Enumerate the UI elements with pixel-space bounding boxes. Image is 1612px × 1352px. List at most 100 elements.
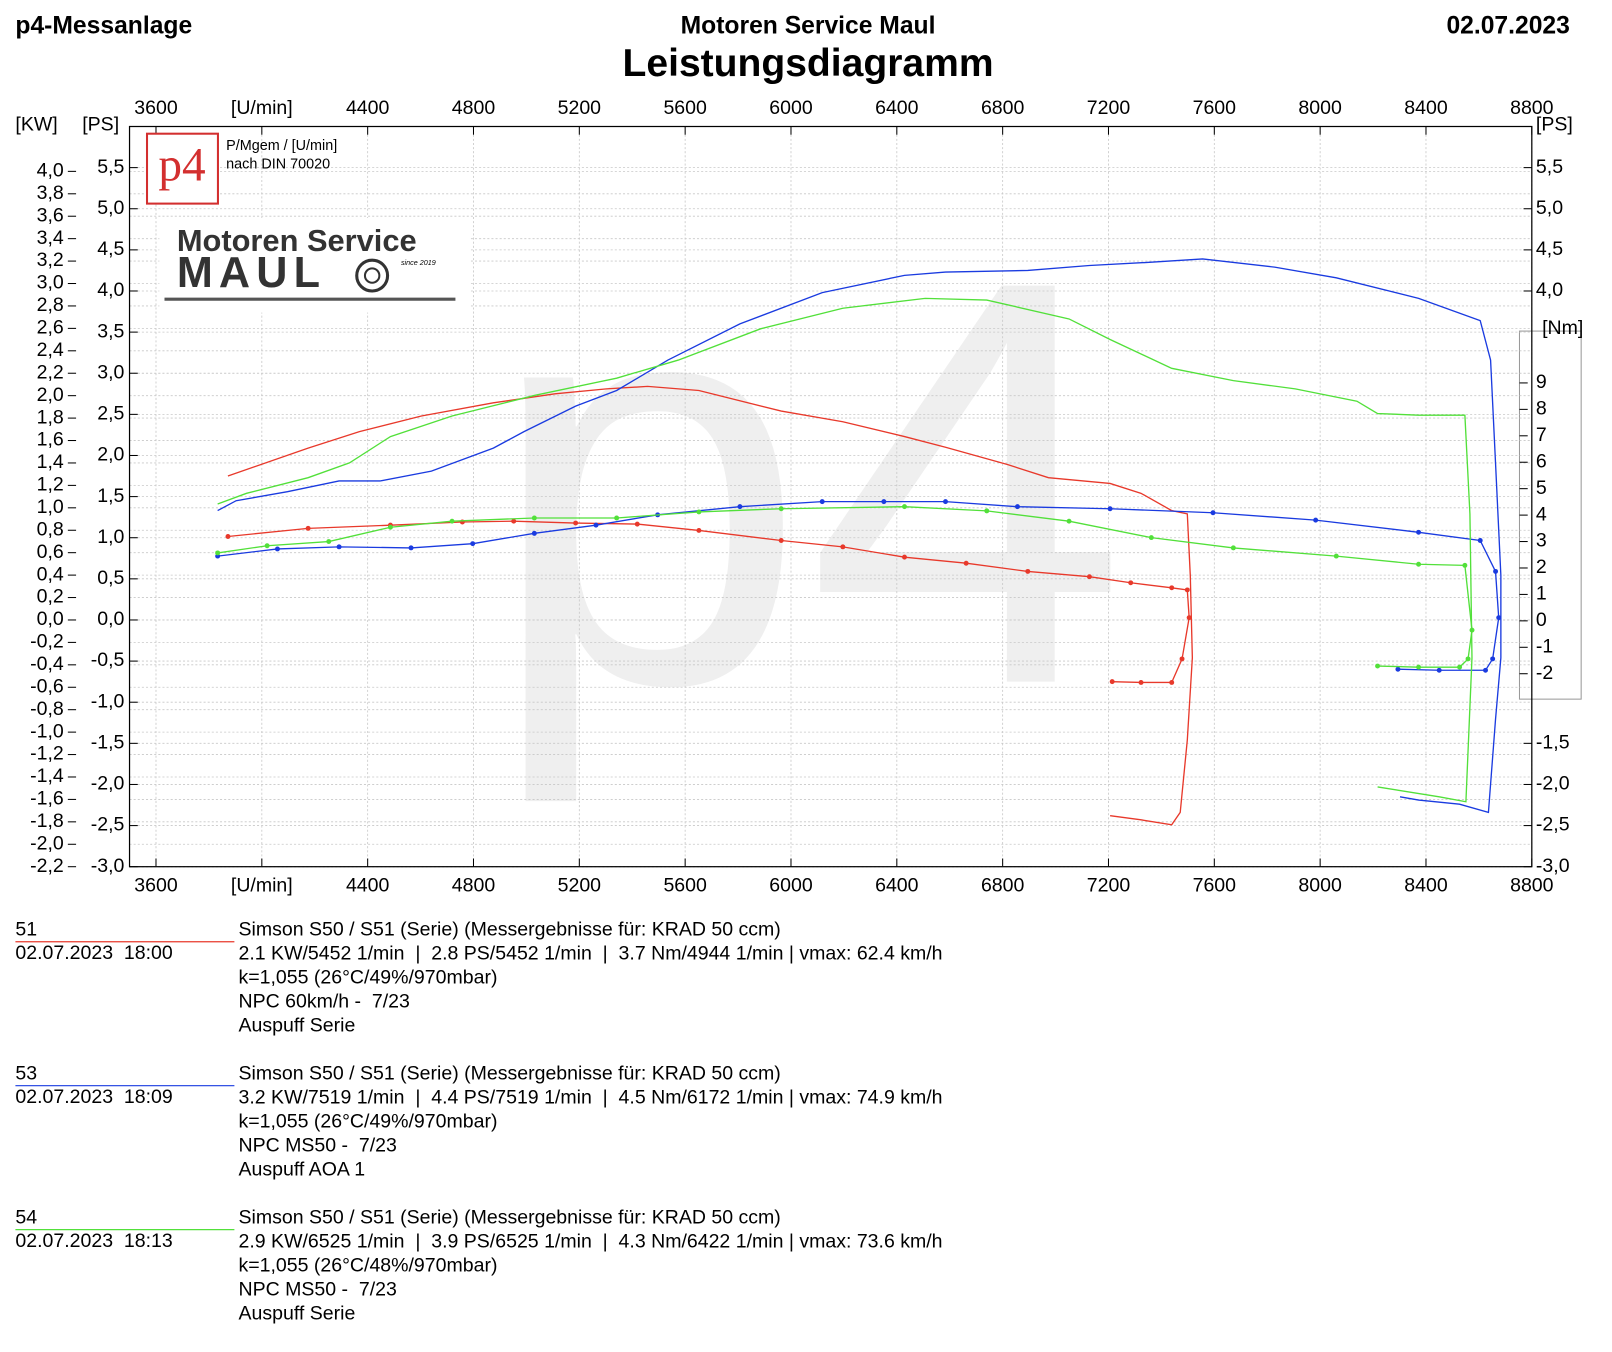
legend-note: 2.1 KW/5452 1/min | 2.8 PS/5452 1/min | … [239,943,943,965]
torque-point [387,524,393,530]
nm-axis-box [1518,330,1582,700]
header-right: 02.07.2023 [1446,12,1569,39]
y2-tick-label: 2 [1536,556,1547,578]
torque-point [1169,585,1175,591]
torque-point [1014,504,1020,510]
y-tick-label: 5,0 [97,197,124,219]
y-tick-label: 1,0 [97,526,124,548]
torque-point [1086,574,1092,580]
subtitle: nach DIN 70020 [226,156,330,172]
y-right-tick-label: 5,0 [1536,197,1563,219]
y-kw-tick-label: -1,0 [30,720,64,742]
power-line [217,258,1502,814]
x-tick-label: 7600 [1193,97,1237,119]
torque-point [943,499,948,505]
y-kw-tick-label: -0,2 [30,631,64,653]
y2-tick-label: 1 [1536,583,1547,605]
y-kw-tick-label: 4,0 [37,160,64,182]
torque-point [1375,663,1381,669]
legend-note: Simson S50 / S51 (Serie) (Messergebnisse… [239,919,781,941]
y-right-tick-label: -1,5 [1536,731,1570,753]
torque-point [1128,580,1134,586]
legend-note: Auspuff AOA 1 [239,1158,366,1180]
power-line [227,385,1194,826]
torque-point [778,538,784,543]
y2-tick-label: 5 [1536,477,1547,499]
y-kw-tick-label: 2,0 [37,384,64,406]
logo-background [159,217,471,313]
torque-point [1230,545,1236,551]
torque-point [1395,666,1401,672]
torque-point [1436,667,1442,673]
legend-date: 02.07.2023 18:00 [15,942,173,964]
y-tick-label: 4,5 [97,238,124,260]
torque-point [1107,506,1113,512]
y-tick-label: 3,5 [97,320,124,342]
y-kw-tick-label: 1,8 [37,406,64,428]
plot-area [67,126,1533,868]
torque-point [1210,510,1216,516]
torque-point [614,515,620,521]
y-kw-tick-label: -1,4 [30,765,64,787]
torque-point [1148,535,1154,541]
header-left: p4-Messanlage [15,12,192,39]
y-tick-label: 2,5 [97,403,124,425]
y-tick-label: -2,0 [91,773,125,795]
torque-point [1493,568,1499,574]
torque-point [1138,679,1144,685]
y2-tick-label: 9 [1536,371,1547,393]
y2-tick-label: 4 [1536,503,1547,525]
logo-badge: p4 [158,140,205,192]
x-tick-label: 4800 [452,874,496,896]
y-tick-label: 3,0 [97,361,124,383]
y2-tick-label: 7 [1536,424,1547,446]
torque-point [305,525,311,531]
x-tick-label: 5600 [663,97,707,119]
torque-point [1416,561,1422,567]
legend-note: k=1,055 (26°C/48%/970mbar) [239,1254,498,1276]
y2-tick-label: -1 [1536,635,1553,657]
plot-frame [128,125,1533,868]
y-kw-tick-label: 1,4 [37,451,64,473]
legend-note: 2.9 KW/6525 1/min | 3.9 PS/6525 1/min | … [239,1230,943,1252]
torque-point [881,499,887,505]
x-tick-label: 7200 [1087,97,1131,119]
x-tick-label: 8800 [1510,97,1554,119]
y-kw-tick-label: 3,0 [37,272,64,294]
y-kw-tick-label: 0,4 [37,563,64,585]
y2-tick-label: 6 [1536,450,1547,472]
y-right-tick-label: 4,5 [1536,238,1563,260]
y-kw-tick-label: 0,0 [37,608,64,630]
subtitle: P/Mgem / [U/min] [226,138,337,154]
torque-point [531,530,537,536]
torque-point [449,518,455,524]
torque-point [963,560,969,566]
y-kw-tick-label: 2,4 [37,339,64,361]
x-tick-label: 8400 [1404,874,1448,896]
y-kw-tick-label: 3,6 [37,204,64,226]
torque-point [902,554,907,560]
y-kw-tick-label: 2,2 [37,361,64,383]
ps-axis-label: [PS] [82,114,119,136]
y-tick-label: -1,0 [91,690,125,712]
y-kw-tick-label: 3,8 [37,182,64,204]
torque-point [1457,664,1463,670]
legend-note: NPC MS50 - 7/23 [239,1278,397,1300]
legend-date: 02.07.2023 18:09 [15,1086,172,1108]
y-kw-tick-label: 1,2 [37,474,64,496]
y-right-tick-label: -3,0 [1536,855,1570,877]
x-tick-label: 4400 [346,97,390,119]
y-kw-tick-label: 3,4 [37,227,64,249]
torque-point [840,544,846,550]
x-tick-label: 6000 [769,874,813,896]
torque-point [1109,679,1115,685]
legend-note: Simson S50 / S51 (Serie) (Messergebnisse… [239,1063,781,1085]
torque-point [1186,615,1192,621]
y-kw-tick-label: -2,0 [30,832,64,854]
y2-tick-label: -2 [1536,662,1553,684]
y-kw-tick-label: -0,4 [30,653,64,675]
torque-point [634,521,640,527]
y-kw-tick-label: 0,8 [37,518,64,540]
x-tick-label: 8000 [1298,97,1342,119]
